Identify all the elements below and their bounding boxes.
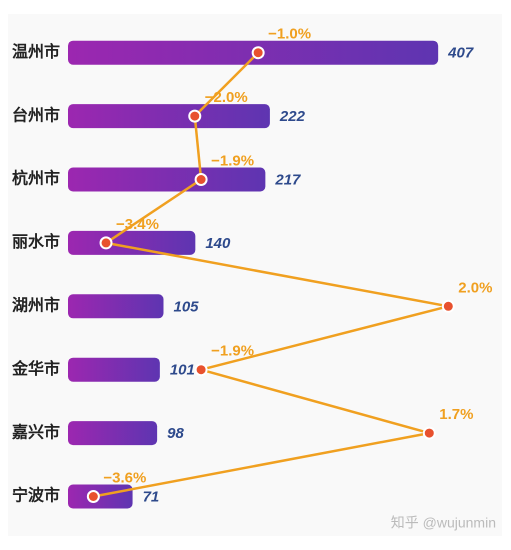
category-label: 宁波市 xyxy=(12,486,60,505)
line-value-label: 2.0% xyxy=(458,279,492,296)
bar xyxy=(68,484,133,509)
line-point xyxy=(99,236,113,250)
category-label: 嘉兴市 xyxy=(11,422,60,441)
line-point xyxy=(194,173,208,186)
bar xyxy=(68,357,160,382)
bar-value-label: 98 xyxy=(167,425,184,442)
bar xyxy=(68,104,270,129)
category-label: 金华市 xyxy=(11,359,60,378)
bar xyxy=(68,294,164,319)
line-point xyxy=(441,299,455,313)
category-label: 杭州市 xyxy=(12,169,60,188)
watermark: 知乎 @wujunmin xyxy=(391,515,496,531)
category-label: 丽水市 xyxy=(12,232,60,251)
category-label: 湖州市 xyxy=(12,296,60,315)
bar-value-label: 71 xyxy=(143,488,160,505)
line-value-label: −1.9% xyxy=(211,343,254,360)
line-value-label: −1.9% xyxy=(211,152,254,169)
bar-value-label: 140 xyxy=(205,235,231,252)
line xyxy=(93,51,449,498)
category-label: 台州市 xyxy=(12,105,60,124)
bar-value-label: 407 xyxy=(447,45,474,62)
bar-value-label: 105 xyxy=(173,298,199,315)
line-value-label: −1.0% xyxy=(268,26,311,43)
bar xyxy=(68,167,266,192)
bar xyxy=(68,421,158,446)
line-point xyxy=(251,46,265,60)
line-point xyxy=(194,363,208,377)
category-label: 温州市 xyxy=(11,42,60,61)
line-point xyxy=(188,109,202,123)
line-point xyxy=(422,426,436,440)
line-value-label: 1.7% xyxy=(439,406,473,423)
bar-value-label: 217 xyxy=(274,171,301,188)
line-point xyxy=(86,490,100,503)
bar-value-label: 101 xyxy=(170,362,195,379)
line-value-label: −3.6% xyxy=(103,469,146,486)
plot-background xyxy=(8,14,502,536)
bar-value-label: 222 xyxy=(279,108,306,125)
line-value-label: −3.4% xyxy=(116,216,159,233)
bar xyxy=(68,230,196,255)
line-value-label: −2.0% xyxy=(205,89,248,106)
